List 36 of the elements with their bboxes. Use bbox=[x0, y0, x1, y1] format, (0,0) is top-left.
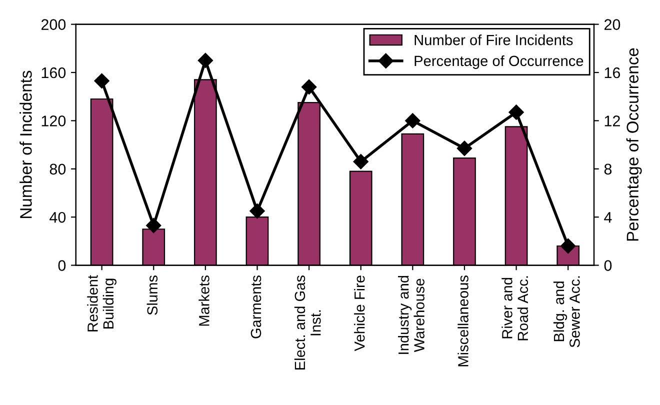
point bbox=[560, 238, 576, 254]
point bbox=[508, 104, 524, 120]
point bbox=[94, 73, 110, 88]
point bbox=[456, 140, 472, 156]
y-tick-label: 160 bbox=[42, 67, 66, 78]
x-tick-label: Bldg. and Sewer Acc. bbox=[553, 276, 580, 348]
x-tick-label: Industry and Warehouse bbox=[398, 276, 424, 354]
point bbox=[353, 154, 368, 170]
y-tick-label: 40 bbox=[50, 212, 66, 223]
y-tick-label: 120 bbox=[42, 116, 66, 126]
legend-label: Percentage of Occurrence bbox=[414, 55, 584, 69]
y-tick-label: 200 bbox=[41, 19, 66, 30]
y-axis-title: Number of Incidents bbox=[20, 70, 32, 218]
point bbox=[301, 79, 317, 95]
y2-tick-label: 20 bbox=[604, 19, 620, 30]
y2-tick-label: 4 bbox=[604, 212, 612, 223]
y-tick-label: 0 bbox=[58, 260, 66, 271]
point bbox=[250, 203, 265, 219]
y2-tick-label: 16 bbox=[604, 67, 620, 78]
x-tick-label: Vehicle Fire bbox=[354, 276, 365, 352]
y2-tick-label: 8 bbox=[604, 164, 612, 175]
y2-tick-label: 12 bbox=[604, 116, 620, 126]
x-tick-label: Markets bbox=[198, 276, 210, 326]
x-tick-label: Miscellaneous bbox=[458, 276, 468, 366]
x-tick-label: Garments bbox=[250, 276, 262, 338]
x-tick-label: Slums bbox=[146, 276, 158, 315]
x-tick-label: Elect. and Gas Inst. bbox=[294, 276, 321, 370]
y2-axis-title: Percentage of Occurrence bbox=[626, 48, 642, 241]
x-tick-label: Resident Building bbox=[87, 275, 116, 332]
point bbox=[146, 218, 162, 234]
y-tick-label: 80 bbox=[50, 164, 66, 175]
point bbox=[405, 113, 420, 128]
point bbox=[198, 52, 213, 68]
x-tick-label: River and Road Acc. bbox=[502, 276, 528, 340]
legend-label: Number of Fire Incidents bbox=[414, 34, 573, 46]
y2-tick-label: 0 bbox=[604, 260, 612, 271]
